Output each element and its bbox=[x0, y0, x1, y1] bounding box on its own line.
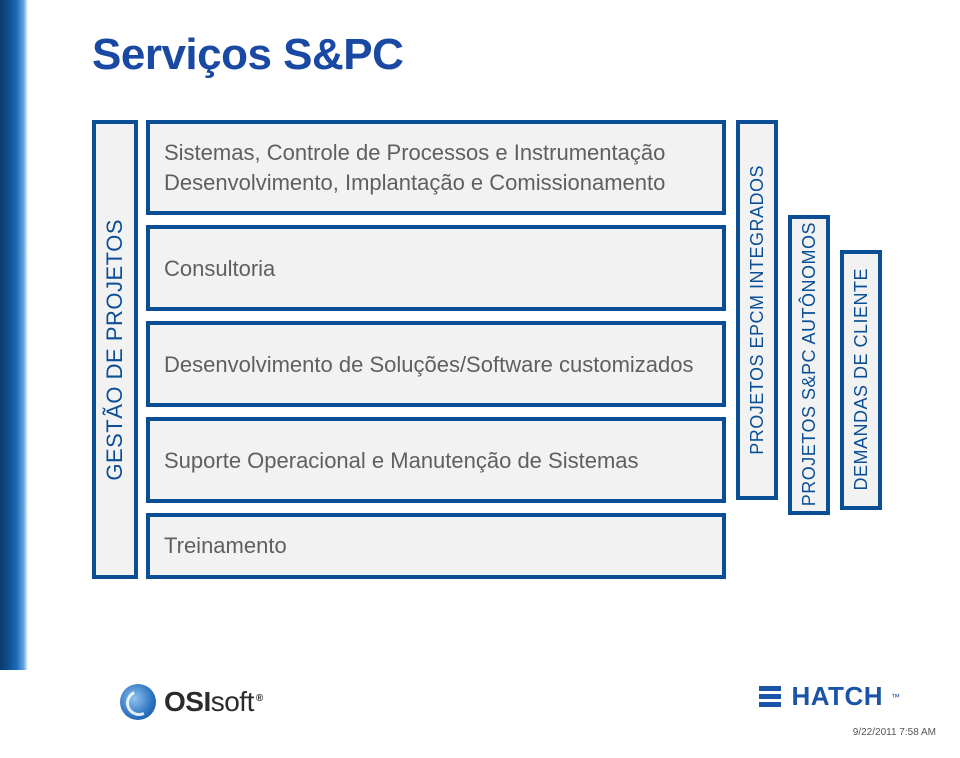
left-header-label: GESTÃO DE PROJETOS bbox=[102, 219, 128, 481]
service-rows: Sistemas, Controle de Processos e Instru… bbox=[146, 120, 726, 579]
service-row: Sistemas, Controle de Processos e Instru… bbox=[146, 120, 726, 215]
right-col-cell: DEMANDAS DE CLIENTE bbox=[840, 250, 882, 510]
hatch-bars-icon bbox=[759, 686, 781, 707]
hatch-text: HATCH bbox=[791, 681, 883, 712]
service-row: Suporte Operacional e Manutenção de Sist… bbox=[146, 417, 726, 503]
right-col-label: PROJETOS EPCM INTEGRADOS bbox=[747, 165, 768, 455]
right-col-spc: PROJETOS S&PC AUTÔNOMOS bbox=[788, 120, 830, 579]
left-header-cell: GESTÃO DE PROJETOS bbox=[92, 120, 138, 579]
right-col-label: PROJETOS S&PC AUTÔNOMOS bbox=[799, 222, 820, 506]
service-row-label: Treinamento bbox=[164, 531, 287, 561]
osisoft-swirl-icon bbox=[120, 684, 156, 720]
right-col-epcm: PROJETOS EPCM INTEGRADOS bbox=[736, 120, 778, 579]
right-col-label: DEMANDAS DE CLIENTE bbox=[851, 268, 872, 491]
service-row-label: Desenvolvimento de Soluções/Software cus… bbox=[164, 350, 694, 380]
left-vertical-header: GESTÃO DE PROJETOS bbox=[92, 120, 146, 579]
service-row-label: Suporte Operacional e Manutenção de Sist… bbox=[164, 446, 639, 476]
timestamp: 9/22/2011 7:58 AM bbox=[853, 727, 936, 738]
service-row-label: Sistemas, Controle de Processos e Instru… bbox=[164, 138, 708, 197]
service-matrix: GESTÃO DE PROJETOS Sistemas, Controle de… bbox=[92, 120, 882, 579]
service-row: Treinamento bbox=[146, 513, 726, 579]
service-row: Consultoria bbox=[146, 225, 726, 311]
right-vertical-columns: PROJETOS EPCM INTEGRADOS PROJETOS S&PC A… bbox=[736, 120, 882, 579]
hatch-logo: HATCH ™ bbox=[759, 681, 900, 712]
osisoft-suffix: soft bbox=[211, 686, 254, 717]
right-col-client: DEMANDAS DE CLIENTE bbox=[840, 120, 882, 579]
footer: OSIsoft® HATCH ™ 9/22/2011 7:58 AM bbox=[0, 672, 960, 742]
service-row-label: Consultoria bbox=[164, 254, 275, 284]
osisoft-text: OSIsoft® bbox=[164, 686, 263, 718]
slide: Serviços S&PC GESTÃO DE PROJETOS Sistema… bbox=[0, 0, 960, 758]
right-col-cell: PROJETOS EPCM INTEGRADOS bbox=[736, 120, 778, 500]
osisoft-logo: OSIsoft® bbox=[120, 684, 263, 720]
service-row: Desenvolvimento de Soluções/Software cus… bbox=[146, 321, 726, 407]
right-col-cell: PROJETOS S&PC AUTÔNOMOS bbox=[788, 215, 830, 515]
hatch-tm-icon: ™ bbox=[891, 692, 900, 702]
left-accent-strip bbox=[0, 0, 28, 670]
osisoft-registered-icon: ® bbox=[256, 693, 263, 704]
page-title: Serviços S&PC bbox=[92, 30, 403, 80]
osisoft-prefix: OSI bbox=[164, 686, 211, 717]
